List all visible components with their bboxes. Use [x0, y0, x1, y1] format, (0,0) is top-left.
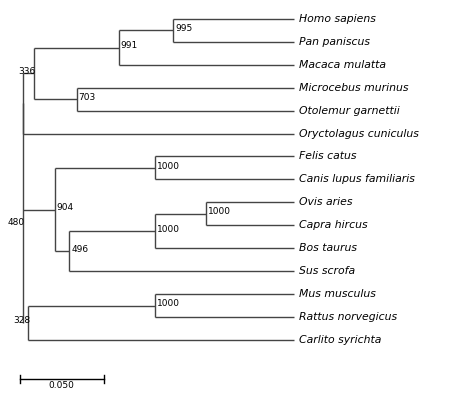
Text: 328: 328	[13, 316, 30, 325]
Text: 904: 904	[56, 203, 73, 212]
Text: 995: 995	[175, 24, 192, 33]
Text: 1000: 1000	[208, 208, 231, 217]
Text: Microcebus murinus: Microcebus murinus	[299, 83, 408, 93]
Text: 336: 336	[18, 67, 36, 76]
Text: Carlito syrichta: Carlito syrichta	[299, 335, 381, 345]
Text: Pan paniscus: Pan paniscus	[299, 37, 370, 47]
Text: Bos taurus: Bos taurus	[299, 243, 356, 253]
Text: 480: 480	[8, 218, 25, 227]
Text: 991: 991	[120, 41, 137, 50]
Text: Capra hircus: Capra hircus	[299, 220, 367, 230]
Text: 496: 496	[71, 245, 88, 254]
Text: Ovis aries: Ovis aries	[299, 197, 352, 207]
Text: Mus musculus: Mus musculus	[299, 289, 375, 299]
Text: Homo sapiens: Homo sapiens	[299, 14, 375, 24]
Text: 1000: 1000	[157, 299, 180, 308]
Text: Canis lupus familiaris: Canis lupus familiaris	[299, 175, 414, 184]
Text: Felis catus: Felis catus	[299, 151, 356, 162]
Text: Macaca mulatta: Macaca mulatta	[299, 60, 385, 70]
Text: Otolemur garnettii: Otolemur garnettii	[299, 105, 399, 116]
Text: 1000: 1000	[157, 162, 180, 171]
Text: 703: 703	[79, 93, 96, 102]
Text: 0.050: 0.050	[49, 381, 75, 390]
Text: Sus scrofa: Sus scrofa	[299, 266, 355, 276]
Text: 1000: 1000	[157, 225, 180, 234]
Text: Rattus norvegicus: Rattus norvegicus	[299, 312, 397, 322]
Text: Oryctolagus cuniculus: Oryctolagus cuniculus	[299, 129, 419, 138]
